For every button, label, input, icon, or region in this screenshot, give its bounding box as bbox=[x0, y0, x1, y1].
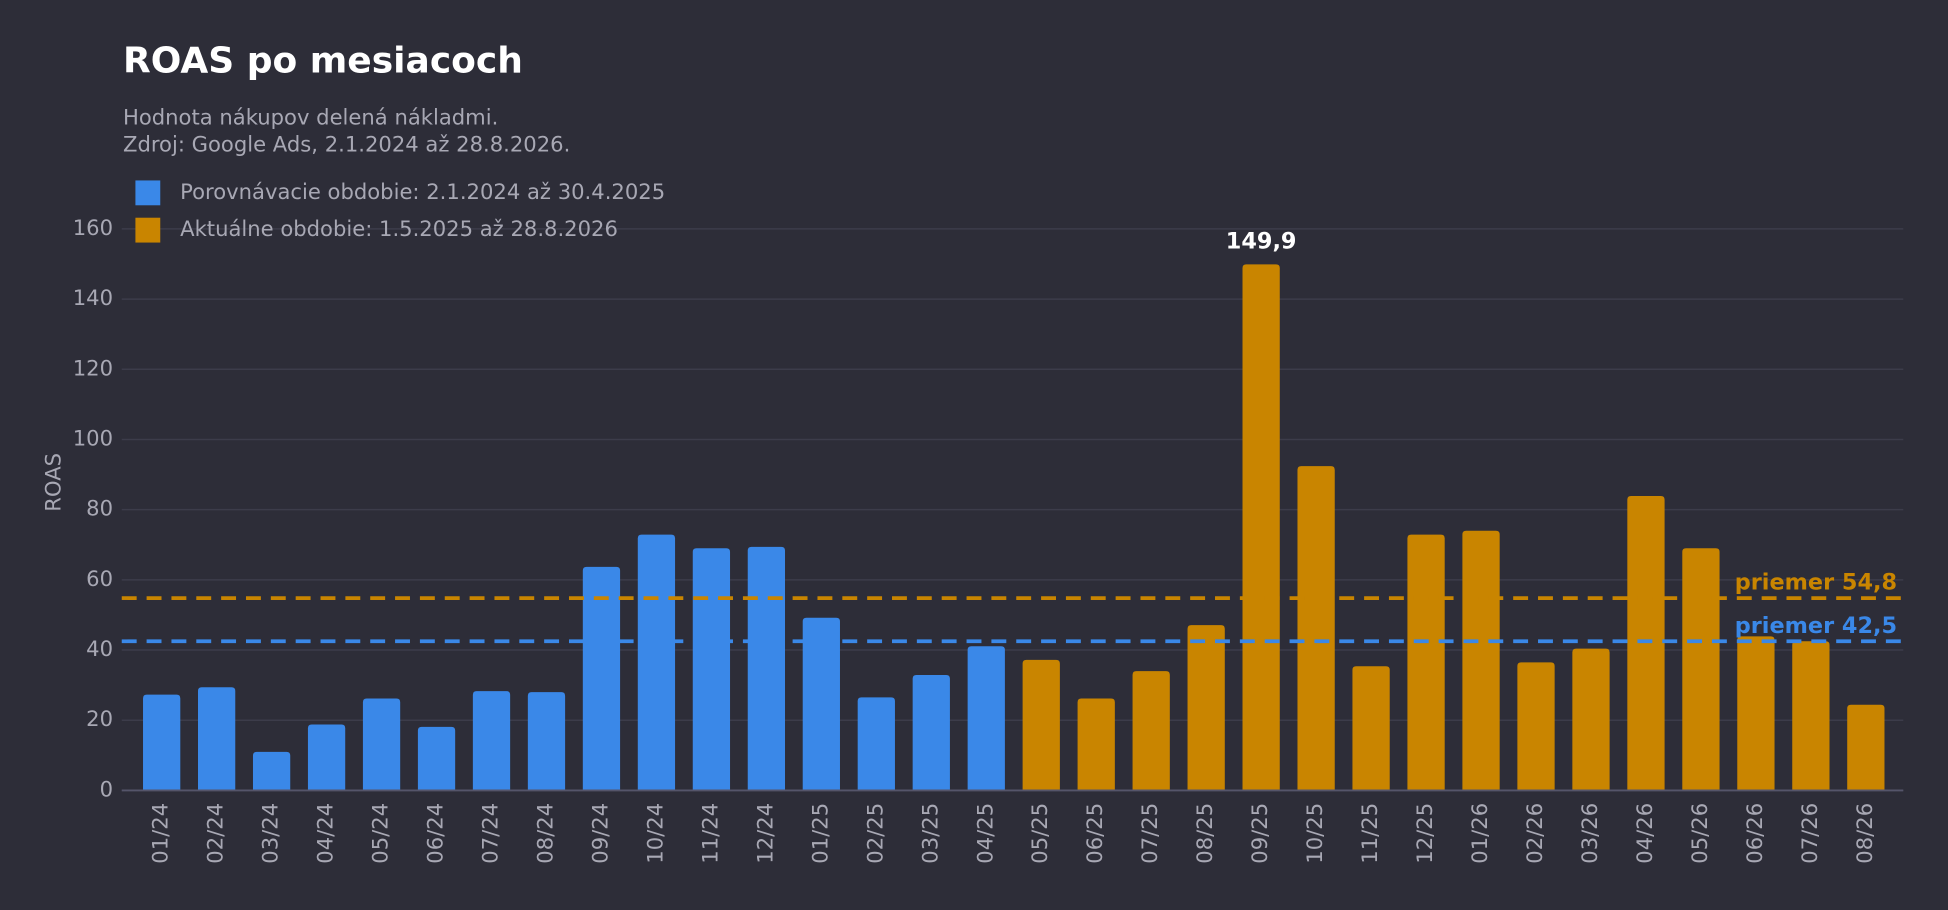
bar bbox=[912, 674, 950, 791]
bar bbox=[692, 548, 731, 791]
bar bbox=[197, 687, 236, 791]
bar bbox=[582, 566, 621, 791]
y-tick-label: 40 bbox=[86, 636, 113, 661]
x-tick-label: 09/25 bbox=[1247, 803, 1272, 864]
x-tick-label: 04/25 bbox=[972, 803, 997, 864]
y-tick-label: 20 bbox=[86, 706, 113, 731]
x-tick-label: 07/24 bbox=[478, 803, 503, 864]
bar bbox=[1737, 636, 1775, 791]
x-tick-label: 10/24 bbox=[642, 803, 667, 864]
bar bbox=[307, 724, 346, 791]
subtitle: Hodnota nákupov delená nákladmi. bbox=[123, 104, 498, 129]
bar bbox=[143, 694, 181, 791]
x-tick-label: 03/26 bbox=[1577, 803, 1602, 864]
legend-swatch bbox=[135, 180, 161, 206]
data-label: 149,9 bbox=[1226, 228, 1297, 254]
x-tick-label: 04/24 bbox=[313, 803, 338, 864]
bar bbox=[967, 646, 1005, 791]
x-tick-label: 02/24 bbox=[203, 803, 228, 864]
x-tick-label: 02/25 bbox=[862, 803, 887, 864]
bar bbox=[1517, 662, 1555, 791]
x-tick-label: 05/24 bbox=[368, 803, 393, 864]
x-tick-label: 11/25 bbox=[1357, 803, 1382, 864]
bar bbox=[1627, 495, 1665, 791]
bar bbox=[527, 692, 566, 791]
x-tick-label: 01/25 bbox=[807, 803, 832, 864]
average-label: priemer 42,5 bbox=[1735, 613, 1897, 639]
y-tick-label: 140 bbox=[73, 285, 113, 310]
y-tick-label: 100 bbox=[73, 425, 113, 450]
x-tick-label: 05/25 bbox=[1027, 803, 1052, 864]
x-tick-label: 01/26 bbox=[1467, 803, 1492, 864]
x-tick-label: 02/26 bbox=[1522, 803, 1547, 864]
bar bbox=[1572, 648, 1610, 791]
legend-label: Porovnávacie obdobie: 2.1.2024 až 30.4.2… bbox=[180, 179, 665, 204]
bar bbox=[747, 546, 786, 791]
x-tick-label: 08/26 bbox=[1852, 803, 1877, 864]
bar bbox=[637, 534, 676, 791]
x-tick-label: 04/26 bbox=[1632, 803, 1657, 864]
bar bbox=[1352, 666, 1390, 791]
x-tick-label: 06/24 bbox=[423, 803, 448, 864]
bar bbox=[472, 691, 511, 791]
bar bbox=[1022, 659, 1060, 791]
chart-title: ROAS po mesiacoch bbox=[123, 40, 523, 81]
y-tick-label: 120 bbox=[73, 355, 113, 380]
x-tick-label: 12/25 bbox=[1412, 803, 1437, 864]
bar bbox=[1847, 704, 1885, 791]
bar bbox=[417, 726, 456, 791]
legend-swatch bbox=[135, 217, 161, 243]
y-axis-label: ROAS bbox=[41, 453, 66, 512]
bar bbox=[1682, 548, 1720, 791]
x-tick-label: 07/25 bbox=[1137, 803, 1162, 864]
bar bbox=[1407, 534, 1445, 791]
bar bbox=[1077, 698, 1115, 791]
bar bbox=[1242, 264, 1280, 791]
bar bbox=[1132, 671, 1170, 791]
x-tick-label: 09/24 bbox=[587, 803, 612, 864]
y-tick-label: 0 bbox=[100, 776, 113, 801]
x-tick-label: 07/26 bbox=[1797, 803, 1822, 864]
bar bbox=[1462, 530, 1500, 791]
bar bbox=[362, 698, 401, 791]
x-tick-label: 12/24 bbox=[752, 803, 777, 864]
subtitle: Zdroj: Google Ads, 2.1.2024 až 28.8.2026… bbox=[123, 132, 570, 157]
x-tick-label: 05/26 bbox=[1687, 803, 1712, 864]
y-tick-label: 60 bbox=[86, 566, 113, 591]
bar bbox=[252, 751, 291, 791]
x-tick-label: 06/26 bbox=[1742, 803, 1767, 864]
bar bbox=[802, 617, 840, 791]
y-tick-label: 160 bbox=[73, 215, 113, 240]
x-tick-label: 10/25 bbox=[1302, 803, 1327, 864]
x-tick-label: 08/24 bbox=[532, 803, 557, 864]
average-label: priemer 54,8 bbox=[1735, 570, 1897, 596]
x-tick-label: 11/24 bbox=[697, 803, 722, 864]
x-tick-label: 03/25 bbox=[917, 803, 942, 864]
bar bbox=[1187, 625, 1225, 791]
bar bbox=[1297, 466, 1335, 791]
x-tick-label: 01/24 bbox=[148, 803, 173, 864]
x-tick-label: 03/24 bbox=[258, 803, 283, 864]
bar bbox=[1792, 641, 1830, 791]
x-tick-label: 06/25 bbox=[1082, 803, 1107, 864]
y-tick-label: 80 bbox=[86, 496, 113, 521]
bar bbox=[857, 697, 895, 791]
legend-label: Aktuálne obdobie: 1.5.2025 až 28.8.2026 bbox=[180, 216, 618, 241]
x-tick-label: 08/25 bbox=[1192, 803, 1217, 864]
